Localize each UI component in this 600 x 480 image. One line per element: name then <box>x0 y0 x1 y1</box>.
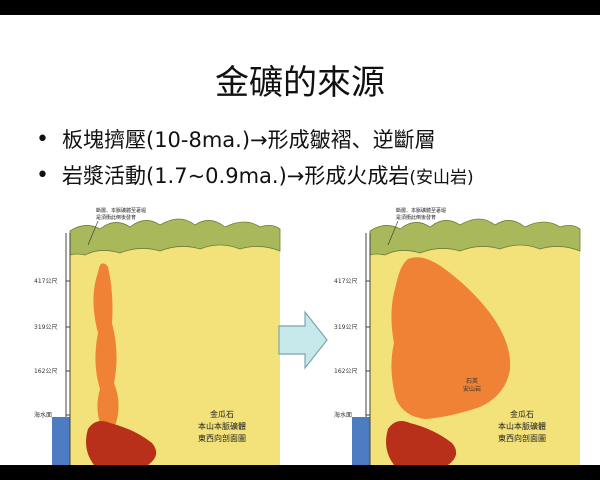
caption-line2: 本山本脈礦體 <box>498 421 546 431</box>
bullet-item-plate-compression: 板塊擠壓(10-8ma.)→形成皺褶、逆斷層 <box>36 123 586 159</box>
cross-section-svg-left: 417公尺 319公尺 162公尺 海水面 斷層、本脈礦體至荖堀 是須衝此倒後發… <box>34 207 281 465</box>
sea-area <box>52 417 70 465</box>
bullet-tail: 形成火成岩 <box>304 164 410 188</box>
right-arrow-icon <box>278 310 328 370</box>
caption-line1: 金瓜石 <box>210 409 234 419</box>
deep-magma <box>386 421 457 465</box>
depth-label-319: 319公尺 <box>334 324 357 331</box>
caption-line1: 金瓜石 <box>510 409 534 419</box>
deep-magma <box>86 421 157 465</box>
slide: 金礦的來源 板塊擠壓(10-8ma.)→形成皺褶、逆斷層 岩漿活動(1.7~0.… <box>0 15 600 465</box>
fault-note-line1: 斷層、本脈礦體至荖堀 <box>396 207 446 214</box>
slide-title: 金礦的來源 <box>215 63 385 103</box>
sea-area <box>352 417 370 465</box>
magma-body <box>391 257 511 419</box>
caption-line3: 東西向剖面圖 <box>498 433 546 443</box>
bullet-text: 岩漿活動(1.7~0.9ma.) <box>62 164 287 188</box>
bullet-small: (安山岩) <box>409 168 474 188</box>
cross-section-diagram-left: 417公尺 319公尺 162公尺 海水面 斷層、本脈礦體至荖堀 是須衝此倒後發… <box>30 203 290 465</box>
depth-label-sea: 海水面 <box>334 411 352 419</box>
transition-arrow-svg <box>278 310 328 370</box>
arrow-glyph: → <box>286 164 305 188</box>
magma-vein <box>93 263 119 431</box>
note-pointer <box>387 220 399 246</box>
fault-note-line2: 是須衝此倒後發育 <box>396 214 436 221</box>
depth-label-162: 162公尺 <box>334 368 357 375</box>
inner-label-quartz: 石英 <box>466 377 478 385</box>
depth-label-162: 162公尺 <box>34 368 57 375</box>
hills-layer <box>369 218 581 256</box>
fault-note-line2: 是須衝此倒後發育 <box>96 214 136 221</box>
depth-label-417: 417公尺 <box>334 278 357 285</box>
hills-layer <box>69 218 281 256</box>
inner-label-andesite: 安山岩 <box>463 385 481 393</box>
bullet-list: 板塊擠壓(10-8ma.)→形成皺褶、逆斷層 岩漿活動(1.7~0.9ma.)→… <box>36 123 586 195</box>
fault-note-line1: 斷層、本脈礦體至荖堀 <box>96 207 146 214</box>
depth-label-sea: 海水面 <box>34 411 52 419</box>
caption-line2: 本山本脈礦體 <box>198 421 246 431</box>
arrow-glyph: → <box>250 128 268 152</box>
bullet-tail: 形成皺褶、逆斷層 <box>267 128 436 152</box>
cross-section-diagram-right: 417公尺 319公尺 162公尺 海水面 斷層、本脈礦體至荖堀 是須衝此倒後發… <box>330 203 590 465</box>
depth-label-417: 417公尺 <box>34 278 57 285</box>
bullet-text: 板塊擠壓(10-8ma.) <box>62 128 251 152</box>
note-pointer <box>87 220 99 246</box>
depth-label-319: 319公尺 <box>34 324 57 331</box>
bullet-item-magma-activity: 岩漿活動(1.7~0.9ma.)→形成火成岩(安山岩) <box>36 159 586 195</box>
transition-arrow <box>277 310 329 370</box>
caption-line3: 東西向剖面圖 <box>198 433 246 443</box>
cross-section-svg-right: 417公尺 319公尺 162公尺 海水面 斷層、本脈礦體至荖堀 是須衝此倒後發… <box>334 207 581 465</box>
